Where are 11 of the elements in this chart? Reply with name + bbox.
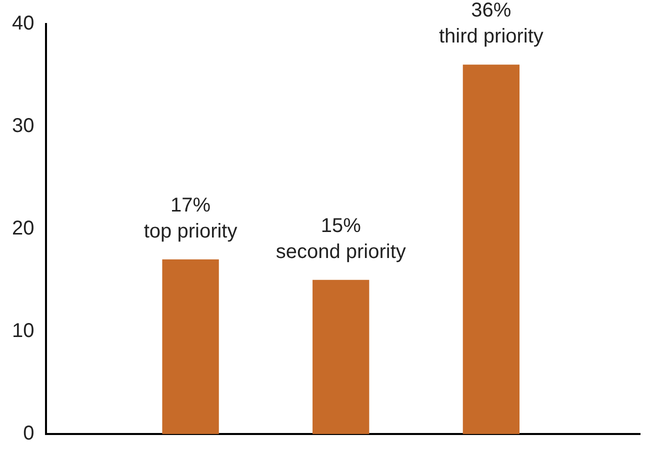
data-label: 15% second priority — [276, 214, 406, 263]
y-tick-label: 40 — [12, 12, 34, 35]
data-label: 17% top priority — [144, 194, 238, 242]
y-tick-label: 0 — [23, 422, 34, 445]
bar — [462, 64, 520, 434]
y-tick-label: 30 — [12, 115, 34, 138]
data-label: 36% third priority — [438, 0, 544, 48]
bar — [312, 280, 370, 434]
y-tick-label: 20 — [12, 218, 34, 240]
y-tick-label: 10 — [12, 320, 34, 342]
bar — [162, 259, 219, 434]
